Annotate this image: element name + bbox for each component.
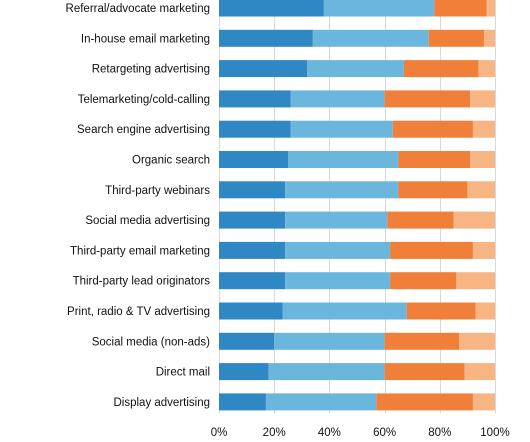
bar-segment-1 <box>219 29 313 47</box>
bar-segment-3 <box>376 393 473 411</box>
bar-segment-1 <box>219 151 288 168</box>
bars <box>219 0 495 411</box>
bar-segment-1 <box>219 302 283 320</box>
bar-segment-1 <box>219 272 286 290</box>
category-labels: Referral/advocate marketing In-house emai… <box>66 3 211 409</box>
bar-segment-3 <box>428 29 484 47</box>
bar-segment-2 <box>290 120 393 138</box>
bar-segment-1 <box>219 332 275 350</box>
bar-segment-3 <box>406 302 476 320</box>
bar-segment-2 <box>282 302 407 320</box>
bar-segment-2 <box>265 393 377 411</box>
bar-segment-3 <box>390 272 457 290</box>
bar-segment-4 <box>478 60 495 78</box>
bar-segment-1 <box>219 120 291 138</box>
bar-segment-3 <box>384 363 465 381</box>
bar-segment-4 <box>464 363 495 381</box>
bar-segment-1 <box>219 60 308 78</box>
bar-segment-1 <box>219 211 286 229</box>
bar-segment-4 <box>467 181 495 199</box>
bar-segment-2 <box>285 211 388 229</box>
category-label: Referral/advocate marketing <box>66 3 210 15</box>
category-label: Direct mail <box>156 367 210 379</box>
bar-segment-1 <box>219 241 286 259</box>
bar-segment-4 <box>475 302 495 320</box>
bar-segment-4 <box>486 0 495 17</box>
bar-segment-3 <box>434 0 487 17</box>
category-label: Third-party email marketing <box>70 245 210 257</box>
bar-segment-4 <box>453 211 495 229</box>
bar-segment-2 <box>285 241 391 259</box>
bar-segment-1 <box>219 393 266 411</box>
bar-segment-3 <box>392 120 473 138</box>
bar-segment-3 <box>390 241 473 259</box>
category-label: Retargeting advertising <box>92 64 210 76</box>
bar-segment-2 <box>268 363 385 381</box>
bar-segment-2 <box>285 272 391 290</box>
category-label: Social media (non-ads) <box>92 336 210 348</box>
bar-segment-1 <box>219 90 291 108</box>
category-label: Search engine advertising <box>77 124 210 136</box>
category-label: Display advertising <box>113 397 210 409</box>
bar-segment-4 <box>483 29 495 47</box>
bar-segment-2 <box>312 29 429 47</box>
bar-segment-1 <box>219 181 286 199</box>
bar-segment-4 <box>470 90 495 108</box>
bar-segment-3 <box>398 151 471 168</box>
category-label: Organic search <box>132 155 210 167</box>
category-label: In-house email marketing <box>81 33 210 45</box>
bar-segment-2 <box>288 151 399 168</box>
bar-segment-2 <box>307 60 404 78</box>
x-tick-label: 80% <box>428 427 451 439</box>
bar-segment-4 <box>472 241 495 259</box>
x-tick-label: 0% <box>211 427 228 439</box>
x-tick-label: 20% <box>263 427 286 439</box>
bar-segment-4 <box>456 272 495 290</box>
x-tick-label: 60% <box>373 427 396 439</box>
bar-segment-4 <box>472 393 495 411</box>
x-tick-labels: 0% 20% 40% 60% 80% 100% <box>211 427 510 439</box>
x-tick-label: 100% <box>480 427 509 439</box>
bar-segment-4 <box>459 332 495 350</box>
bar-segment-3 <box>403 60 479 78</box>
bar-segment-4 <box>470 151 495 168</box>
category-label: Third-party lead originators <box>73 276 211 288</box>
category-label: Print, radio & TV advertising <box>67 306 210 318</box>
bar-segment-4 <box>472 120 495 138</box>
bar-segment-1 <box>219 0 324 17</box>
x-tick-label: 40% <box>318 427 341 439</box>
bar-segment-2 <box>290 90 385 108</box>
category-label: Telemarketing/cold-calling <box>78 94 210 106</box>
category-label: Third-party webinars <box>105 185 210 197</box>
bar-segment-2 <box>323 0 435 17</box>
bar-segment-1 <box>219 363 269 381</box>
bar-segment-2 <box>285 181 399 199</box>
bar-segment-3 <box>384 90 471 108</box>
category-label: Social media advertising <box>85 215 210 227</box>
bar-segment-3 <box>384 332 460 350</box>
bar-segment-3 <box>398 181 468 199</box>
bar-segment-3 <box>387 211 454 229</box>
bar-segment-2 <box>274 332 385 350</box>
